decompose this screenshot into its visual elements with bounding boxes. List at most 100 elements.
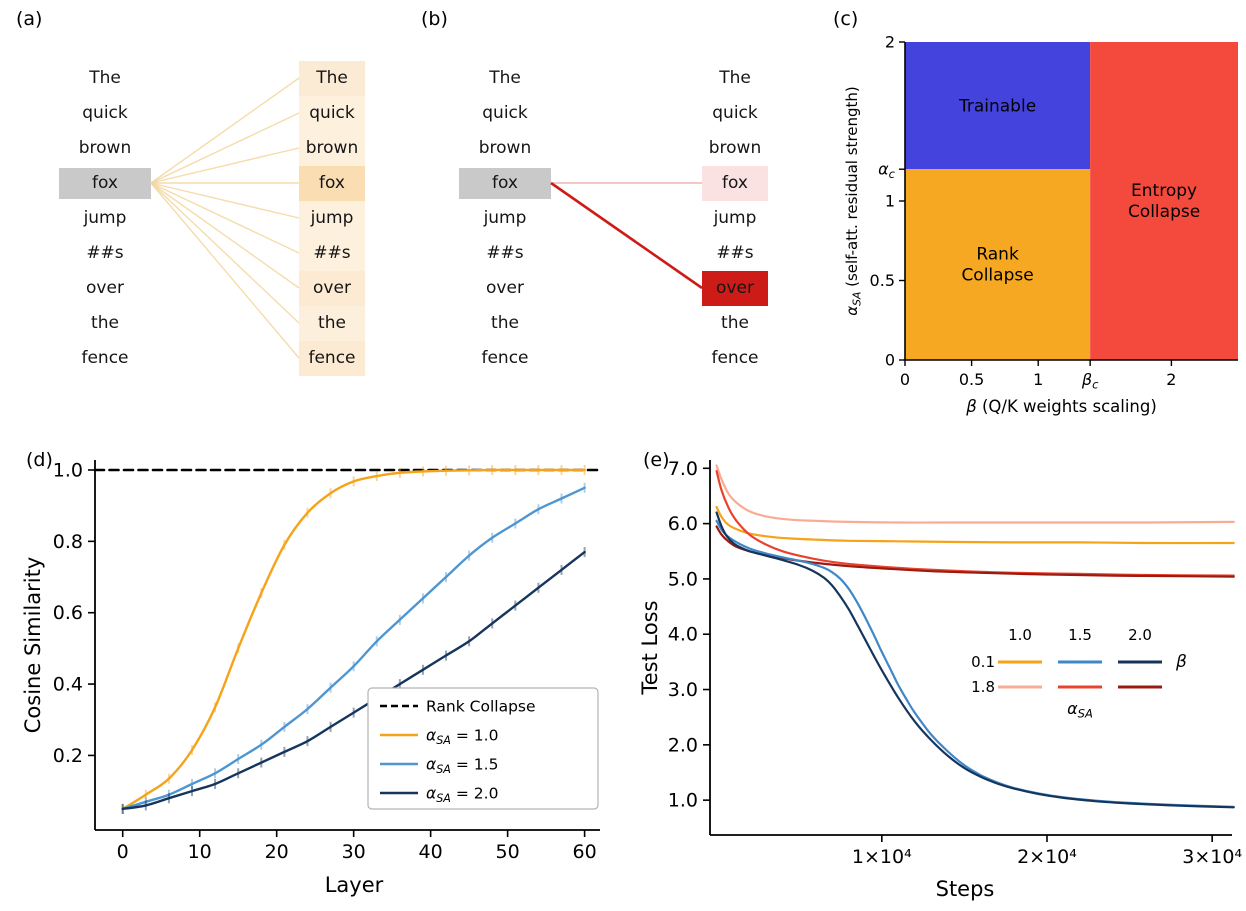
panel-b-attention-line — [550, 181, 703, 290]
panel-b-token-right-over: over — [702, 270, 768, 306]
curve--sa-1.5 — [121, 486, 586, 811]
panel-b-token-left-fence: fence — [481, 347, 529, 368]
curve--sa-1.0 — [121, 468, 586, 811]
x-tick-label: 0 — [900, 370, 910, 389]
panel-a-token-left-fox: fox — [59, 167, 151, 199]
x-tick-label: 0.5 — [959, 370, 984, 389]
legend-col-header: 1.5 — [1068, 626, 1092, 644]
tspan-shape: SA — [1078, 707, 1093, 721]
tspan-shape: SA — [436, 734, 451, 747]
y-tick-label: 0.4 — [53, 674, 83, 696]
tspan-shape: α — [878, 160, 889, 179]
tspan-shape: α — [843, 306, 861, 316]
tspan-shape: (self-att. residual strength) — [843, 86, 861, 291]
tspan-shape: α — [426, 727, 436, 745]
region-label: Trainable — [958, 97, 1036, 117]
panel-a-token-left-quick: quick — [82, 102, 128, 123]
tspan-shape: β — [965, 397, 977, 416]
panel-a-token-right-jump: jump — [299, 200, 365, 236]
panel-b-token-right-fox: fox — [702, 165, 768, 201]
tspan-shape: Collapse — [961, 266, 1033, 286]
x-tick-label: 1×10⁴ — [852, 846, 912, 868]
tspan-shape: = 1.5 — [451, 756, 499, 774]
tspan-shape: Entropy — [1131, 181, 1197, 201]
x-tick-label: 0 — [117, 841, 129, 863]
panel-a-attention-line — [150, 182, 300, 324]
panel-b-token-right-fence: fence — [711, 347, 759, 368]
tspan-shape: α — [426, 756, 436, 774]
x-tick-label: βc — [1081, 370, 1099, 392]
panel-a-token-left-brown: brown — [78, 137, 132, 158]
tspan-shape: c — [889, 167, 896, 181]
legend-beta-label: β — [1175, 652, 1187, 672]
panel-a-token-left-The: The — [89, 67, 121, 88]
y-tick-label: 5.0 — [668, 568, 698, 590]
legend-label: αSA = 1.5 — [426, 756, 498, 777]
legend-row-label: 0.1 — [971, 653, 995, 671]
panel-a-token-left-fence: fence — [81, 347, 129, 368]
panel-b-token-right-the: the — [721, 312, 749, 333]
panel-b-token-left-fox: fox — [459, 167, 551, 199]
legend-row-label: 1.8 — [971, 678, 995, 696]
y-tick-label: 7.0 — [668, 458, 698, 480]
panel-b-token-left-jump: jump — [483, 207, 527, 228]
region-rank-collapse — [905, 169, 1091, 360]
panel-c-label: (c) — [833, 8, 859, 30]
panel-a-token-left-the: the — [91, 312, 119, 333]
panel-a-attention-line — [150, 77, 300, 184]
y-tick-label: 0.8 — [53, 531, 83, 553]
legend-label: Rank Collapse — [426, 698, 536, 716]
panel-b-token-right-The: The — [719, 67, 751, 88]
panel-e-label: (e) — [643, 449, 670, 471]
panel-b-token-right-##s: ##s — [716, 242, 754, 263]
panel-a-token-right-##s: ##s — [299, 235, 365, 271]
x-tick-label: 2 — [1166, 370, 1176, 389]
y-tick-label: 1 — [885, 192, 895, 211]
x-tick-label: 20 — [265, 841, 289, 863]
panel-a-token-right-quick: quick — [299, 95, 365, 131]
y-tick-label: 4.0 — [668, 624, 698, 646]
panel-a-token-left-##s: ##s — [86, 242, 124, 263]
tspan-shape: c — [1092, 378, 1099, 392]
tspan-shape: Rank — [976, 245, 1019, 265]
legend-label: αSA = 1.0 — [426, 727, 498, 748]
legend-col-header: 2.0 — [1128, 626, 1152, 644]
panel-b-token-left-##s: ##s — [486, 242, 524, 263]
x-axis-label: Steps — [936, 877, 995, 901]
tspan-shape: Collapse — [1128, 202, 1200, 222]
x-tick-label: 50 — [496, 841, 520, 863]
x-tick-label: 60 — [573, 841, 597, 863]
tspan-shape: β — [1175, 652, 1187, 672]
panel-b-token-right-quick: quick — [712, 102, 758, 123]
y-tick-label: 1.0 — [668, 790, 698, 812]
y-tick-label: 6.0 — [668, 513, 698, 535]
panel-b-token-left-over: over — [486, 277, 524, 298]
panel-b-token-left-brown: brown — [478, 137, 532, 158]
y-tick-label: 2 — [885, 33, 895, 52]
x-tick-label: 1 — [1033, 370, 1043, 389]
panel-a-token-left-over: over — [86, 277, 124, 298]
y-tick-label: 0.2 — [53, 745, 83, 767]
panel-a-token-right-the: the — [299, 305, 365, 341]
panel-a-token-right-brown: brown — [299, 130, 365, 166]
panel-a-attention-line — [150, 182, 300, 254]
tspan-shape: β — [1081, 370, 1092, 389]
tspan-shape: α — [426, 785, 436, 803]
y-tick-label: 2.0 — [668, 734, 698, 756]
x-axis-label: β (Q/K weights scaling) — [965, 397, 1157, 416]
curve--sa-2.0 — [121, 550, 586, 811]
panel-a-token-right-fox: fox — [299, 165, 365, 201]
curve--sa-0.1-2.0 — [715, 511, 1235, 809]
panel-a-attention-line — [150, 182, 300, 219]
curve--sa-1.8-2.0 — [715, 525, 1235, 578]
panel-a-attention-line — [150, 147, 300, 184]
legend-alpha-label: αSA — [1067, 699, 1093, 721]
x-tick-label: 3×10⁴ — [1182, 846, 1242, 868]
panel-b-token-left-quick: quick — [482, 102, 528, 123]
curve--sa-1.8-1.0 — [715, 464, 1235, 524]
tspan-shape: SA — [436, 763, 451, 776]
tspan-shape: = 1.0 — [451, 727, 499, 745]
